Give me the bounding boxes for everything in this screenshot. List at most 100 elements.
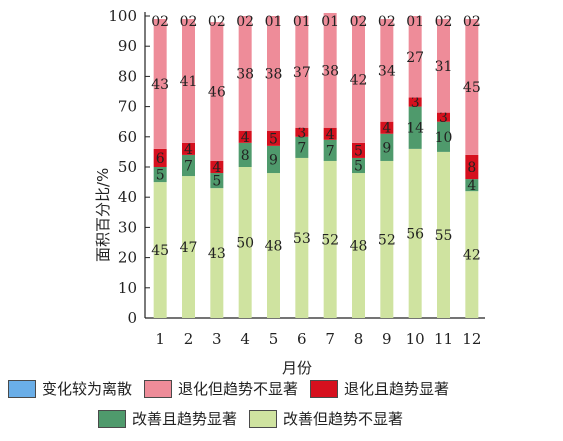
x-tick-label: 8	[354, 330, 364, 348]
legend-label: 改善但趋势不显著	[283, 410, 404, 428]
bar-segment	[323, 160, 337, 318]
bar-segment	[182, 142, 195, 155]
x-tick-label: 5	[269, 330, 279, 348]
bar-segment	[210, 188, 224, 318]
data-label: 10	[435, 130, 453, 146]
bar-segment	[323, 139, 337, 161]
data-label: 38	[321, 63, 339, 79]
bar-segment	[182, 19, 195, 143]
bar-segment	[352, 142, 365, 158]
legend-swatch	[144, 379, 173, 398]
data-label: 43	[208, 246, 226, 262]
legend-item: 改善且趋势显著	[98, 408, 237, 429]
data-label: 27	[406, 50, 424, 66]
bar-segment	[182, 154, 195, 177]
data-label: 43	[151, 77, 169, 93]
x-tick-label: 9	[382, 330, 392, 348]
y-tick-label: 90	[118, 37, 137, 55]
bar-segment	[352, 173, 365, 318]
y-tick-label: 10	[118, 279, 137, 297]
bar-segment	[437, 19, 450, 113]
data-label: 52	[378, 232, 396, 248]
data-label: 8	[467, 160, 476, 176]
data-label: 48	[265, 239, 283, 255]
data-label: 34	[378, 63, 396, 79]
legend-swatch	[310, 379, 339, 398]
bar-segment	[352, 157, 365, 174]
top-data-label: 02	[463, 14, 481, 30]
top-data-label: 01	[406, 14, 424, 30]
top-data-label: 02	[350, 14, 368, 30]
bar-segment	[153, 19, 167, 149]
x-tick-label: 4	[240, 330, 250, 348]
data-label: 5	[269, 131, 278, 147]
top-data-label: 02	[236, 14, 254, 30]
bar-segment	[267, 173, 280, 318]
data-label: 7	[184, 158, 193, 174]
y-tick-label: 70	[118, 98, 137, 116]
bar-segment	[238, 167, 252, 318]
legend-label: 退化且趋势显著	[344, 380, 450, 398]
top-data-label: 01	[265, 14, 283, 30]
data-label: 46	[208, 85, 226, 101]
y-tick-label: 30	[118, 218, 137, 236]
data-label: 7	[297, 140, 306, 156]
data-label: 45	[151, 243, 169, 259]
bar-segment	[465, 191, 479, 318]
bar-segment	[295, 136, 309, 158]
top-data-label: 02	[151, 14, 169, 30]
bar-segment	[408, 97, 422, 107]
data-label: 56	[406, 226, 424, 242]
top-data-label: 02	[378, 14, 396, 30]
data-label: 52	[321, 232, 339, 248]
y-tick-label: 0	[127, 309, 137, 327]
x-axis-label: 月份	[282, 359, 313, 377]
bar-segment	[153, 148, 167, 167]
bar-segment	[295, 127, 309, 137]
y-tick-label: 100	[108, 7, 137, 25]
bar-segment	[238, 142, 252, 167]
data-label: 53	[293, 231, 311, 247]
y-tick-label: 50	[118, 158, 137, 176]
bar-segment	[465, 19, 479, 155]
top-data-label: 01	[321, 14, 339, 30]
data-label: 4	[382, 121, 391, 137]
data-label: 3	[297, 125, 306, 141]
y-axis-label: 面积百分比/%	[94, 167, 112, 262]
y-tick-label: 20	[118, 249, 137, 267]
bar-segment	[210, 173, 224, 189]
data-label: 31	[435, 59, 453, 75]
x-tick-label: 10	[406, 330, 425, 348]
legend-item: 退化且趋势显著	[310, 378, 449, 399]
data-label: 4	[241, 130, 250, 146]
data-label: 9	[382, 140, 391, 156]
bar-segment	[153, 182, 167, 318]
data-label: 7	[326, 143, 335, 159]
bar-segment	[408, 106, 422, 149]
top-data-label: 02	[180, 14, 198, 30]
x-tick-label: 11	[434, 330, 453, 348]
legend-item: 退化但趋势不显著	[144, 378, 298, 399]
bar-segment	[380, 121, 394, 134]
data-label: 4	[326, 127, 335, 143]
data-label: 4	[212, 160, 221, 176]
bar-segment	[380, 160, 394, 318]
legend-item: 变化较为离散	[8, 378, 132, 399]
data-label: 14	[406, 121, 424, 137]
bar-segment	[267, 130, 280, 146]
data-label: 8	[241, 148, 250, 164]
bar-segment	[380, 19, 394, 122]
data-label: 6	[156, 151, 165, 167]
legend-row-2: 改善且趋势显著 改善但趋势不显著	[98, 408, 415, 429]
legend-label: 变化较为离散	[42, 380, 133, 398]
data-label: 50	[236, 236, 254, 252]
bar-segment	[153, 167, 167, 183]
data-label: 37	[293, 65, 311, 81]
data-label: 5	[212, 174, 221, 190]
bar-segment	[465, 154, 479, 180]
y-tick-label: 80	[118, 67, 137, 85]
data-label: 9	[269, 152, 278, 168]
legend-swatch	[249, 409, 278, 428]
x-tick-label: 2	[184, 330, 194, 348]
